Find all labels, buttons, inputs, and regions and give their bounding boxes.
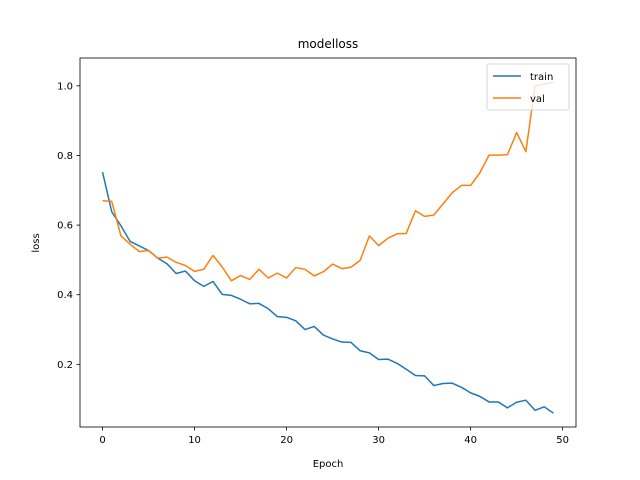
- x-axis-label: Epoch: [313, 459, 344, 470]
- x-tick-label: 40: [464, 435, 477, 446]
- legend-label-train: train: [530, 72, 553, 83]
- x-tick-label: 20: [280, 435, 293, 446]
- legend: train val: [486, 63, 570, 111]
- x-tick-label: 10: [188, 435, 201, 446]
- x-tick-label: 30: [372, 435, 385, 446]
- y-tick-label: 0.6: [57, 221, 73, 232]
- y-axis-label: loss: [31, 233, 42, 252]
- series-line-train: [101, 172, 554, 414]
- y-tick-label: 0.2: [57, 360, 73, 371]
- axis-ticks: 0 10 20 30 40 50 0.2 0.4 0.6 0.8 1.0: [57, 81, 569, 446]
- legend-label-val: val: [530, 94, 545, 105]
- y-tick-label: 1.0: [57, 81, 73, 92]
- y-tick-label: 0.8: [57, 151, 73, 162]
- axes-frame: [79, 57, 577, 428]
- chart-title: modelloss: [298, 37, 359, 51]
- series-line-val: [102, 81, 554, 282]
- y-tick-label: 0.4: [57, 290, 73, 301]
- series-lines: [101, 81, 554, 414]
- x-tick-label: 50: [556, 435, 569, 446]
- legend-box: [486, 63, 570, 111]
- x-tick-label: 0: [99, 435, 105, 446]
